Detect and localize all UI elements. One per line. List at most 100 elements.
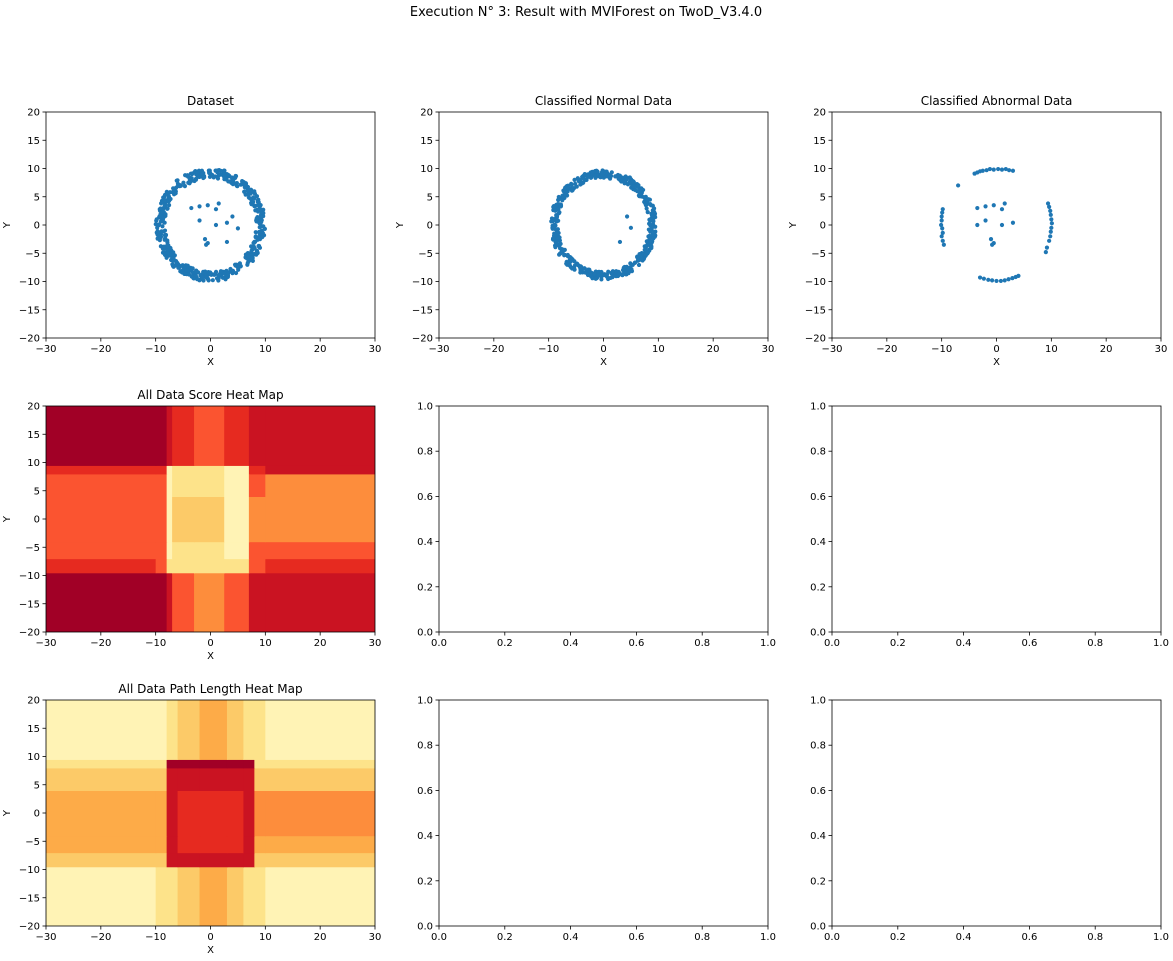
scatter-point (632, 260, 638, 265)
scatter-point (251, 246, 256, 251)
heatmap-cell (224, 541, 250, 560)
scatter-point (636, 183, 641, 188)
scatter-point (248, 191, 253, 196)
heatmap-cell (199, 759, 228, 769)
x-tick-label: 20 (314, 638, 327, 649)
scatter-point (639, 191, 644, 197)
x-tick-label: −10 (538, 344, 559, 355)
heatmap-cell (172, 465, 195, 475)
heatmap-cell (265, 406, 375, 466)
heatmap-cell (254, 759, 266, 769)
y-tick-label: −20 (805, 334, 826, 345)
scatter-point (160, 219, 165, 224)
scatter-point (563, 185, 568, 190)
scatter-point (556, 197, 561, 203)
scatter-point (189, 177, 194, 182)
heatmap-cell (243, 767, 255, 791)
scatter-point (576, 178, 581, 184)
x-tick-label: 1.0 (1153, 638, 1169, 649)
heatmap-cell (248, 572, 266, 632)
heatmap-cell (194, 406, 225, 466)
scatter-point (940, 226, 945, 231)
heatmap-cell (199, 852, 228, 868)
x-tick-label: 10 (259, 638, 272, 649)
scatter-point (561, 248, 566, 253)
y-tick-label: 15 (27, 430, 40, 441)
scatter-point (200, 275, 205, 280)
scatter-point (940, 210, 945, 215)
heatmap-cell (265, 700, 375, 760)
scatter-point (980, 168, 985, 173)
scatter-point (644, 206, 649, 211)
subplot-empty4: 0.0 0.2 0.4 0.6 0.8 1.0 0.0 0.2 0.4 0.6 0.8 1.0 (810, 696, 1169, 944)
heatmap-cell (254, 790, 266, 837)
y-axis-label: Y (2, 515, 13, 523)
x-tick-label: 20 (707, 344, 720, 355)
scatter-point (631, 184, 636, 189)
x-tick-label: 20 (1100, 344, 1113, 355)
scatter-point (583, 270, 588, 275)
y-tick-label: −20 (19, 922, 40, 933)
y-tick-label: −15 (805, 305, 826, 316)
x-tick-label: −10 (931, 344, 952, 355)
x-tick-label: 10 (259, 344, 272, 355)
scatter-point (227, 173, 232, 178)
heatmap-cell (194, 496, 225, 543)
scatter-point (570, 187, 575, 193)
scatter-point (983, 204, 988, 209)
heatmap-cell (46, 852, 157, 868)
heatmap-cell (265, 866, 375, 926)
scatter-point (224, 239, 230, 245)
heatmap-cell (166, 866, 179, 926)
scatter-point (599, 277, 604, 282)
scatter-point (1002, 201, 1007, 206)
scatter-point (207, 170, 213, 175)
scatter-point (940, 238, 945, 243)
heatmap-cell (46, 790, 157, 837)
scatter-point (195, 277, 200, 282)
scatter-point (984, 168, 989, 173)
scatter-point (639, 256, 644, 262)
y-tick-label: 0.0 (417, 922, 433, 933)
scatter-point (185, 263, 190, 269)
heatmap-cell (199, 790, 228, 837)
scatter-point (553, 245, 558, 250)
heatmap-cell (172, 496, 195, 543)
heatmap-cell (199, 866, 228, 926)
scatter-point (181, 180, 186, 185)
scatter-point (162, 228, 168, 233)
scatter-point (167, 190, 173, 195)
heatmap-cell (177, 835, 201, 854)
heatmap-cell (248, 406, 266, 466)
y-tick-label: 0.2 (417, 876, 433, 887)
scatter-point (981, 276, 986, 281)
heatmap-cell (177, 767, 201, 791)
scatter-point (939, 214, 944, 219)
scatter-point (986, 277, 991, 282)
scatter-point (160, 224, 165, 229)
scatter-point (158, 206, 163, 211)
scatter-point (601, 175, 606, 180)
scatter-point (230, 268, 236, 273)
scatter-point (208, 272, 213, 277)
y-tick-label: −5 (25, 543, 40, 554)
heatmap-cell (265, 541, 375, 560)
scatter-point (1010, 168, 1016, 173)
y-tick-label: 10 (420, 164, 433, 175)
scatter-point (216, 278, 221, 283)
scatter-point (182, 184, 188, 189)
scatter-point (177, 183, 182, 188)
heatmap-cell (226, 866, 244, 926)
scatter-point (564, 261, 569, 266)
scatter-point (163, 203, 168, 209)
scatter-point (554, 240, 559, 245)
heatmap-cell (46, 541, 157, 560)
scatter-point (238, 182, 243, 187)
heatmap-cell (224, 572, 250, 632)
scatter-point (563, 192, 568, 197)
x-axis-label: X (207, 945, 214, 956)
y-tick-label: 0.4 (417, 831, 433, 842)
scatter-point (1047, 204, 1052, 210)
scatter-point (211, 175, 216, 180)
